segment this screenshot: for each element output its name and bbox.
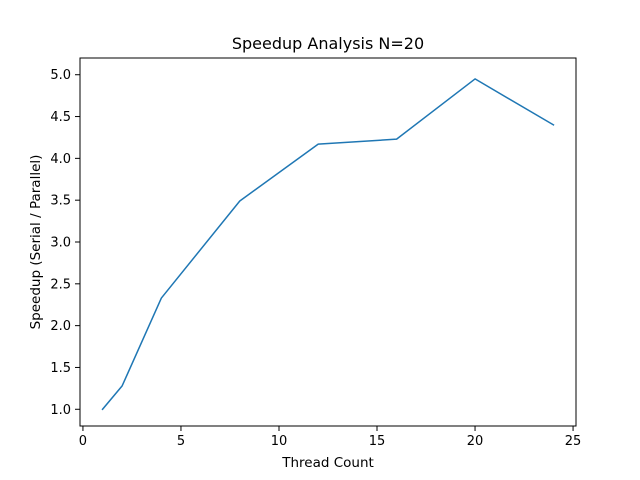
chart-title: Speedup Analysis N=20	[232, 34, 424, 53]
x-tick-label: 20	[467, 434, 484, 449]
y-tick-label: 2.0	[50, 319, 71, 334]
y-tick-label: 2.5	[50, 277, 71, 292]
series-line-1	[101, 78, 555, 411]
y-tick-label: 4.0	[50, 152, 71, 167]
y-tick-label: 1.0	[50, 403, 71, 418]
x-tick-label: 5	[177, 434, 185, 449]
x-tick-label: 25	[565, 434, 582, 449]
y-tick-label: 1.5	[50, 361, 71, 376]
x-tick-label: 10	[271, 434, 288, 449]
x-tick-label: 15	[369, 434, 386, 449]
x-tick-label: 0	[79, 434, 87, 449]
y-axis-label: Speedup (Serial / Parallel)	[28, 155, 44, 330]
y-tick-label: 3.5	[50, 194, 71, 209]
axes-frame	[79, 57, 577, 427]
y-axis-ticks: 1.0 1.5 2.0 2.5 3.0 3.5 4.0 4.5 5.0	[50, 68, 80, 418]
y-tick-label: 5.0	[50, 68, 71, 83]
plot-area	[101, 78, 555, 411]
y-tick-label: 4.5	[50, 110, 71, 125]
y-tick-label: 3.0	[50, 236, 71, 251]
x-axis-label: Thread Count	[281, 455, 374, 471]
x-axis-ticks: 0 5 10 15 20 25	[79, 426, 582, 449]
